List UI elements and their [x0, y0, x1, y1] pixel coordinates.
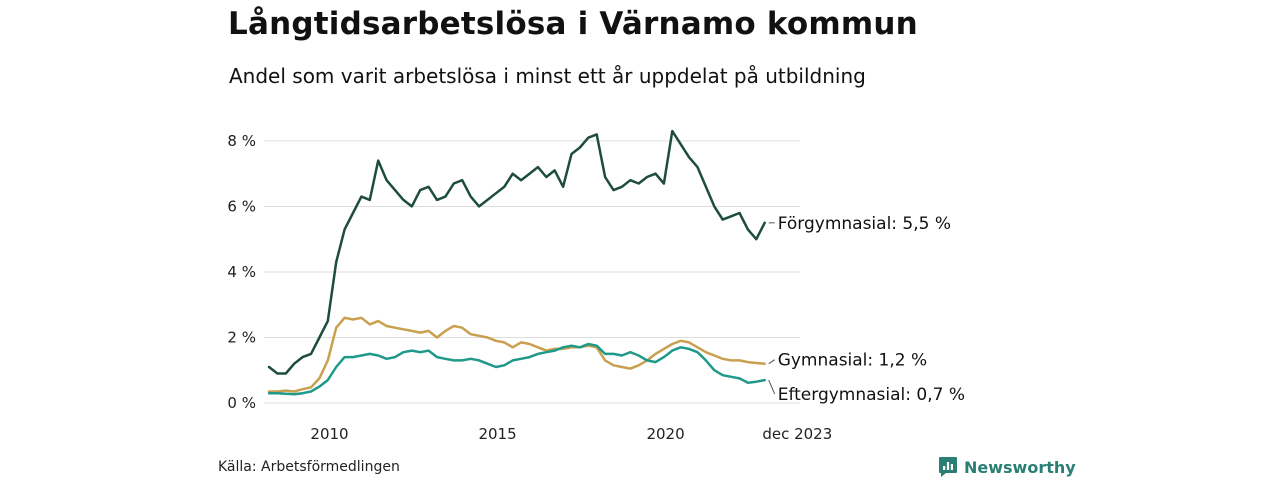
- newsworthy-logo[interactable]: Newsworthy: [938, 456, 1076, 478]
- chart-title: Långtidsarbetslösa i Värnamo kommun: [228, 6, 918, 42]
- source-note: Källa: Arbetsförmedlingen: [218, 459, 400, 475]
- series-lines: [267, 129, 766, 396]
- end-label-eftergymnasial: Eftergymnasial: 0,7 %: [778, 385, 965, 405]
- end-label-förgymnasial: Förgymnasial: 5,5 %: [778, 214, 951, 234]
- x-tick-label: 2020: [646, 425, 684, 443]
- series-line-gymnasial: [267, 316, 766, 393]
- end-label-gymnasial: Gymnasial: 1,2 %: [778, 351, 927, 371]
- axis-labels: 0 % 2 % 4 % 6 % 8 % 2010 2015 2020 dec 2023: [227, 132, 832, 443]
- gridlines: [264, 140, 800, 404]
- brand-name: Newsworthy: [964, 457, 1076, 477]
- y-tick-label: 6 %: [227, 197, 256, 215]
- series-line-eftergymnasial: [267, 342, 766, 396]
- y-tick-label: 4 %: [227, 263, 256, 281]
- series-line-förgymnasial: [267, 129, 766, 375]
- label-leader: [768, 359, 775, 365]
- label-leader: [768, 379, 776, 395]
- y-tick-label: 8 %: [227, 132, 256, 150]
- x-tick-label: dec 2023: [762, 425, 832, 443]
- x-tick-label: 2010: [310, 425, 348, 443]
- x-tick-label: 2015: [478, 425, 516, 443]
- y-tick-label: 2 %: [227, 328, 256, 346]
- series-end-labels: Förgymnasial: 5,5 % Gymnasial: 1,2 % Efter…: [768, 214, 965, 405]
- chart-subtitle: Andel som varit arbetslösa i minst ett å…: [229, 64, 866, 88]
- y-tick-label: 0 %: [227, 394, 256, 412]
- newsworthy-icon: [939, 457, 957, 477]
